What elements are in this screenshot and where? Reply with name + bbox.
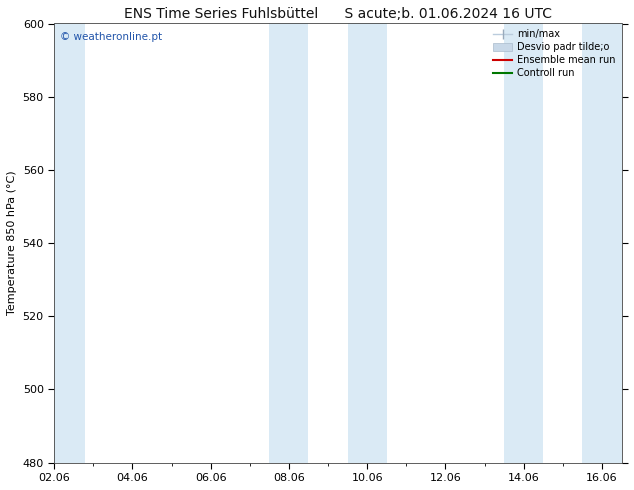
- Bar: [583, 24, 621, 463]
- Legend: min/max, Desvio padr tilde;o, Ensemble mean run, Controll run: min/max, Desvio padr tilde;o, Ensemble m…: [489, 25, 619, 82]
- Bar: [504, 24, 543, 463]
- Title: ENS Time Series Fuhlsbüttel      S acute;b. 01.06.2024 16 UTC: ENS Time Series Fuhlsbüttel S acute;b. 0…: [124, 7, 552, 21]
- Text: © weatheronline.pt: © weatheronline.pt: [60, 32, 162, 42]
- Bar: [54, 24, 86, 463]
- Bar: [269, 24, 309, 463]
- Bar: [347, 24, 387, 463]
- Y-axis label: Temperature 850 hPa (°C): Temperature 850 hPa (°C): [7, 171, 17, 316]
